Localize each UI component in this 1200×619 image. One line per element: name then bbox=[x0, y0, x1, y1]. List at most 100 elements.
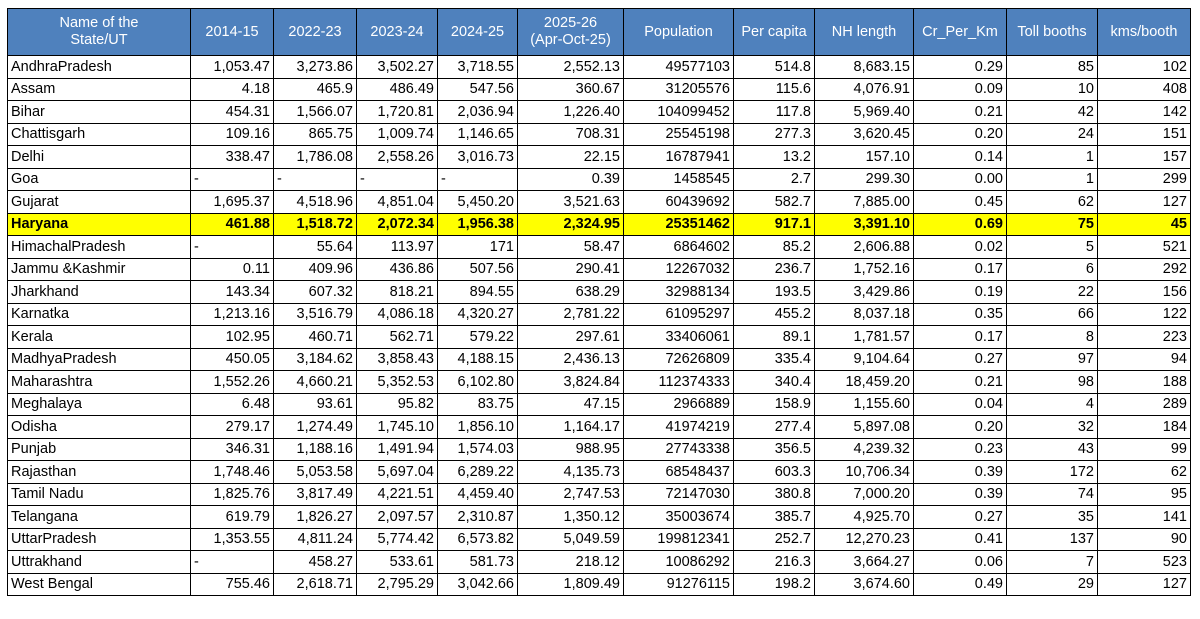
value-cell: 290.41 bbox=[517, 257, 624, 281]
value-cell: 198.2 bbox=[733, 572, 815, 596]
value-cell: 60439692 bbox=[623, 190, 734, 214]
value-cell: 3,042.66 bbox=[437, 572, 518, 596]
value-cell: 0.17 bbox=[913, 325, 1007, 349]
value-cell: - bbox=[190, 167, 274, 191]
value-cell: 450.05 bbox=[190, 347, 274, 371]
state-name-cell: Delhi bbox=[7, 145, 191, 169]
column-header: Per capita bbox=[733, 8, 815, 56]
state-name-cell: West Bengal bbox=[7, 572, 191, 596]
value-cell: 4,135.73 bbox=[517, 460, 624, 484]
value-cell: 385.7 bbox=[733, 505, 815, 529]
value-cell: 157.10 bbox=[814, 145, 914, 169]
value-cell: 2966889 bbox=[623, 392, 734, 416]
table-row: Tamil Nadu 1,825.76 3,817.49 4,221.51 4,459.… bbox=[7, 482, 1191, 506]
column-header: 2014-15 bbox=[190, 8, 274, 56]
value-cell: 4,811.24 bbox=[273, 527, 357, 551]
value-cell: 0.02 bbox=[913, 235, 1007, 259]
value-cell: 2,436.13 bbox=[517, 347, 624, 371]
value-cell: 102 bbox=[1097, 55, 1191, 79]
value-cell: 894.55 bbox=[437, 280, 518, 304]
value-cell: 142 bbox=[1097, 100, 1191, 124]
value-cell: 523 bbox=[1097, 550, 1191, 574]
value-cell: 1,009.74 bbox=[356, 122, 438, 146]
value-cell: 252.7 bbox=[733, 527, 815, 551]
column-header: 2024-25 bbox=[437, 8, 518, 56]
table-row: Chattisgarh 109.16 865.75 1,009.74 1,146.65 7… bbox=[7, 122, 1191, 146]
column-header: 2025-26 (Apr-Oct-25) bbox=[517, 8, 624, 56]
value-cell: 1,146.65 bbox=[437, 122, 518, 146]
value-cell: 223 bbox=[1097, 325, 1191, 349]
value-cell: 818.21 bbox=[356, 280, 438, 304]
table-row: Gujarat 1,695.37 4,518.96 4,851.04 5,450.20 3… bbox=[7, 190, 1191, 214]
value-cell: 1,353.55 bbox=[190, 527, 274, 551]
state-name-cell: Telangana bbox=[7, 505, 191, 529]
value-cell: 27743338 bbox=[623, 437, 734, 461]
value-cell: 0.09 bbox=[913, 77, 1007, 101]
value-cell: 4,086.18 bbox=[356, 302, 438, 326]
state-name-cell: Haryana bbox=[7, 212, 191, 236]
value-cell: 141 bbox=[1097, 505, 1191, 529]
value-cell: 188 bbox=[1097, 370, 1191, 394]
value-cell: 8 bbox=[1006, 325, 1098, 349]
value-cell: 3,824.84 bbox=[517, 370, 624, 394]
value-cell: 409.96 bbox=[273, 257, 357, 281]
state-name-cell: Assam bbox=[7, 77, 191, 101]
table-row: West Bengal 755.46 2,618.71 2,795.29 3,042.6… bbox=[7, 572, 1191, 596]
value-cell: 2,781.22 bbox=[517, 302, 624, 326]
value-cell: 115.6 bbox=[733, 77, 815, 101]
value-cell: 5,049.59 bbox=[517, 527, 624, 551]
value-cell: 33406061 bbox=[623, 325, 734, 349]
value-cell: 917.1 bbox=[733, 212, 815, 236]
value-cell: 98 bbox=[1006, 370, 1098, 394]
value-cell: 2,036.94 bbox=[437, 100, 518, 124]
table-row: HimachalPradesh -55.64 113.97 171 58.47 68646… bbox=[7, 235, 1191, 259]
value-cell: 299.30 bbox=[814, 167, 914, 191]
column-header-line: 2024-25 bbox=[450, 23, 505, 40]
value-cell: 61095297 bbox=[623, 302, 734, 326]
column-header: Toll booths bbox=[1006, 8, 1098, 56]
value-cell: 1,053.47 bbox=[190, 55, 274, 79]
header-row: Name of the State/UT 2014-15 2022-23 2023-24… bbox=[7, 8, 1191, 56]
table-row: Delhi 338.47 1,786.08 2,558.26 3,016.73 22.15… bbox=[7, 145, 1191, 169]
value-cell: 7,885.00 bbox=[814, 190, 914, 214]
value-cell: 6,102.80 bbox=[437, 370, 518, 394]
value-cell: 0.21 bbox=[913, 100, 1007, 124]
value-cell: 4,660.21 bbox=[273, 370, 357, 394]
value-cell: 1,574.03 bbox=[437, 437, 518, 461]
value-cell: 1,350.12 bbox=[517, 505, 624, 529]
value-cell: - bbox=[437, 167, 518, 191]
value-cell: 360.67 bbox=[517, 77, 624, 101]
value-cell: 2,558.26 bbox=[356, 145, 438, 169]
value-cell: 0.27 bbox=[913, 347, 1007, 371]
value-cell: 2.7 bbox=[733, 167, 815, 191]
value-cell: 22.15 bbox=[517, 145, 624, 169]
value-cell: 10,706.34 bbox=[814, 460, 914, 484]
value-cell: 460.71 bbox=[273, 325, 357, 349]
table-row: Bihar 454.31 1,566.07 1,720.81 2,036.94 1,226… bbox=[7, 100, 1191, 124]
value-cell: 521 bbox=[1097, 235, 1191, 259]
value-cell: 8,037.18 bbox=[814, 302, 914, 326]
value-cell: 1,518.72 bbox=[273, 212, 357, 236]
value-cell: 41974219 bbox=[623, 415, 734, 439]
value-cell: 157 bbox=[1097, 145, 1191, 169]
value-cell: 113.97 bbox=[356, 235, 438, 259]
value-cell: 4 bbox=[1006, 392, 1098, 416]
value-cell: 1,274.49 bbox=[273, 415, 357, 439]
value-cell: 1,826.27 bbox=[273, 505, 357, 529]
state-name-cell: Karnatka bbox=[7, 302, 191, 326]
column-header-line: 2025-26 bbox=[543, 15, 598, 31]
value-cell: 4,076.91 bbox=[814, 77, 914, 101]
value-cell: 579.22 bbox=[437, 325, 518, 349]
value-cell: 158.9 bbox=[733, 392, 815, 416]
value-cell: 5,969.40 bbox=[814, 100, 914, 124]
value-cell: 1,809.49 bbox=[517, 572, 624, 596]
value-cell: 25351462 bbox=[623, 212, 734, 236]
state-name-cell: Bihar bbox=[7, 100, 191, 124]
value-cell: 62 bbox=[1097, 460, 1191, 484]
value-cell: 755.46 bbox=[190, 572, 274, 596]
table-row: Uttrakhand -458.27 533.61 581.73 218.12 10086… bbox=[7, 550, 1191, 574]
column-header: Cr_Per_Km bbox=[913, 8, 1007, 56]
value-cell: 49577103 bbox=[623, 55, 734, 79]
value-cell: 16787941 bbox=[623, 145, 734, 169]
state-name-cell: HimachalPradesh bbox=[7, 235, 191, 259]
